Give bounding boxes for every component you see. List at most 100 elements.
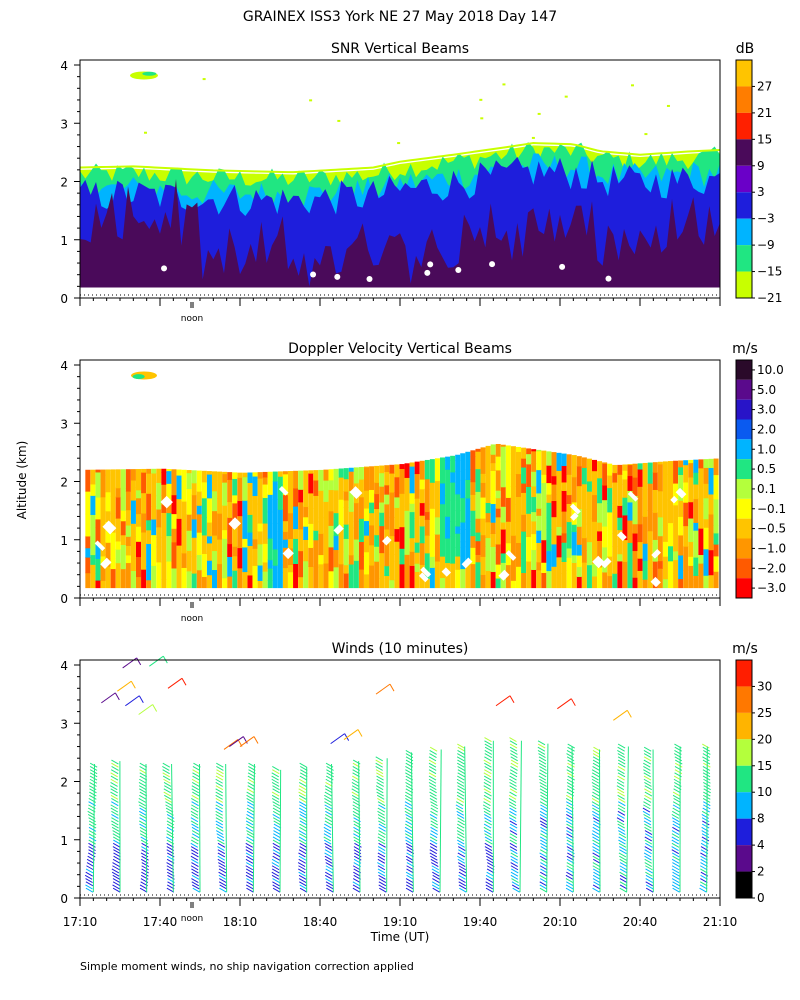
wind-barb	[324, 858, 333, 864]
wind-barb	[140, 839, 149, 845]
velocity-cell	[262, 571, 268, 589]
snr-speckle	[531, 136, 535, 139]
wind-barb	[540, 833, 548, 839]
wind-barb	[139, 884, 148, 890]
wind-barb	[215, 775, 224, 781]
velocity-cell	[100, 520, 106, 545]
wind-barb	[191, 862, 199, 867]
velocity-cell	[298, 489, 304, 503]
velocity-cell	[536, 469, 542, 494]
velocity-cell	[662, 461, 668, 475]
velocity-cell	[288, 523, 293, 539]
wind-barb	[323, 833, 332, 839]
velocity-cell	[130, 536, 136, 559]
velocity-cell	[602, 571, 608, 589]
wind-barb	[112, 884, 120, 890]
velocity-cell	[632, 477, 638, 496]
velocity-cell	[379, 486, 385, 503]
wind-barb	[511, 878, 519, 883]
wind-barb	[483, 798, 491, 803]
velocity-cell	[151, 495, 157, 507]
wind-barb	[538, 762, 547, 768]
wind-barb	[89, 765, 98, 771]
wind-barb-upper	[138, 695, 144, 704]
wind-barb	[165, 801, 173, 807]
velocity-cell	[500, 506, 506, 523]
velocity-cell	[450, 499, 456, 523]
velocity-cell	[475, 468, 481, 492]
velocity-cell	[146, 519, 152, 531]
velocity-gap	[441, 567, 452, 577]
wind-barb	[378, 878, 387, 883]
velocity-cell	[708, 549, 714, 576]
velocity-cell	[409, 565, 415, 589]
noon-label: noon	[181, 314, 203, 324]
velocity-cell	[404, 477, 410, 491]
velocity-cell	[703, 459, 709, 468]
wind-barb	[539, 865, 548, 871]
wind-barb	[510, 871, 519, 877]
wind-barb	[429, 814, 438, 819]
wind-barb	[324, 855, 333, 861]
wind-barb	[458, 865, 466, 871]
velocity-cell	[571, 455, 577, 478]
wind-barb	[456, 830, 465, 835]
wind-barb	[483, 810, 492, 816]
velocity-cell	[445, 495, 451, 517]
wind-barb	[701, 826, 709, 832]
wind-barb	[485, 874, 494, 880]
wind-barb	[324, 791, 333, 797]
wind-barb	[162, 762, 171, 768]
wind-barb	[324, 817, 333, 823]
velocity-cell	[713, 498, 719, 526]
wind-barb	[378, 842, 386, 848]
wind-barb	[191, 804, 199, 810]
velocity-cell	[85, 469, 91, 492]
colorbar-label: −15	[757, 265, 782, 279]
x-tick-label: 21:10	[703, 915, 738, 929]
velocity-cell	[455, 547, 461, 557]
wind-barb	[485, 878, 494, 883]
velocity-cell	[627, 519, 633, 543]
wind-barb	[377, 871, 386, 877]
velocity-cell	[298, 576, 304, 589]
velocity-cell	[404, 554, 410, 569]
velocity-cell	[125, 524, 131, 537]
wind-barb	[483, 785, 491, 791]
velocity-cell	[333, 468, 339, 491]
wind-barb	[674, 762, 683, 768]
velocity-cell	[440, 482, 445, 505]
velocity-cell	[693, 459, 699, 473]
wind-barb	[457, 769, 466, 775]
velocity-cell	[419, 488, 425, 504]
velocity-cell	[125, 469, 131, 492]
velocity-cell	[389, 491, 395, 518]
wind-barb	[298, 871, 306, 877]
wind-barb	[428, 772, 437, 778]
colorbar-label: 0.1	[757, 482, 776, 496]
velocity-cell	[105, 510, 111, 522]
velocity-cell	[404, 530, 410, 555]
wind-barb	[702, 820, 710, 826]
wind-barb	[672, 855, 680, 861]
velocity-cell	[247, 531, 253, 547]
velocity-cell	[136, 556, 141, 578]
wind-barb	[537, 749, 546, 755]
wind-barb	[457, 823, 465, 829]
wind-barb	[592, 785, 600, 791]
velocity-cell	[333, 566, 339, 589]
velocity-cell	[186, 550, 192, 572]
wind-barb	[217, 846, 225, 851]
wind-barb	[353, 871, 361, 877]
velocity-cell	[455, 525, 461, 534]
wind-barb	[701, 814, 710, 819]
velocity-cell	[130, 479, 136, 489]
velocity-cell	[308, 566, 314, 589]
velocity-cell	[546, 451, 552, 466]
wind-barb	[326, 772, 334, 778]
velocity-cell	[602, 484, 608, 501]
velocity-cell	[389, 464, 395, 474]
velocity-cell	[531, 463, 537, 472]
wind-barb	[457, 862, 466, 867]
wind-barb	[192, 887, 201, 893]
